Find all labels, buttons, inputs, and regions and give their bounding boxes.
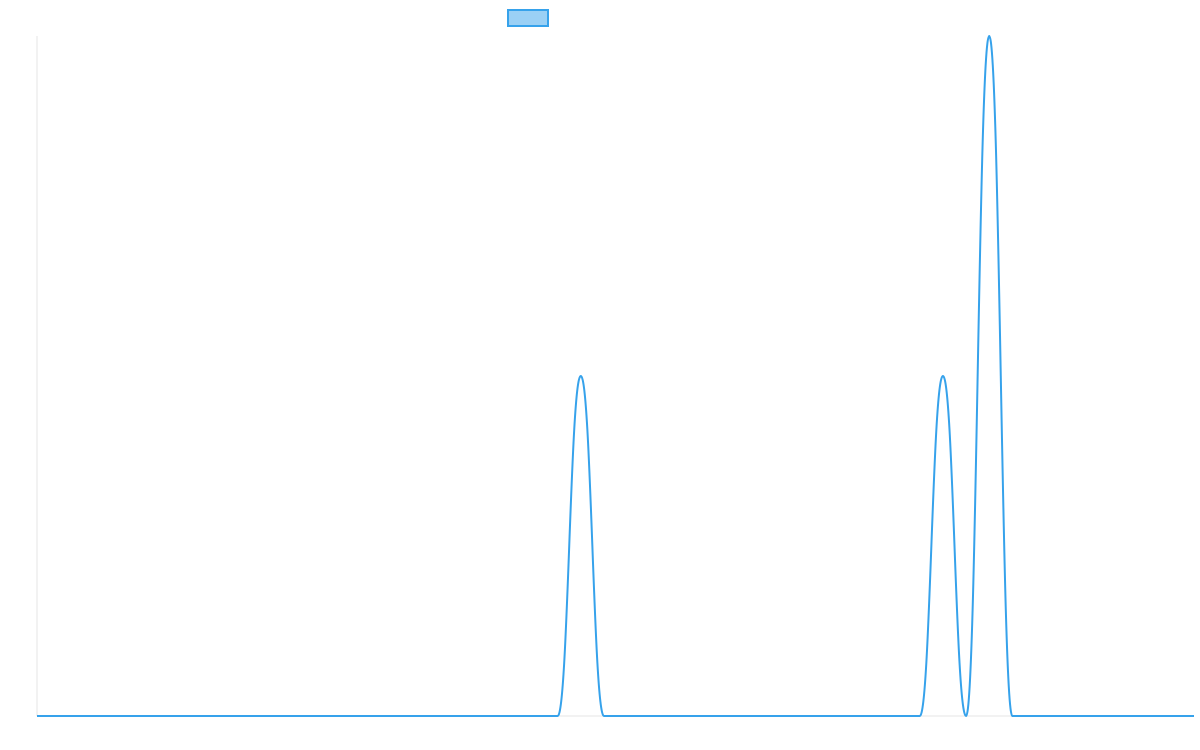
legend[interactable] [507,9,549,27]
series-line-0 [37,35,1194,718]
axes [36,36,1194,717]
series-layer [37,35,1194,718]
legend-swatch[interactable] [507,9,549,27]
